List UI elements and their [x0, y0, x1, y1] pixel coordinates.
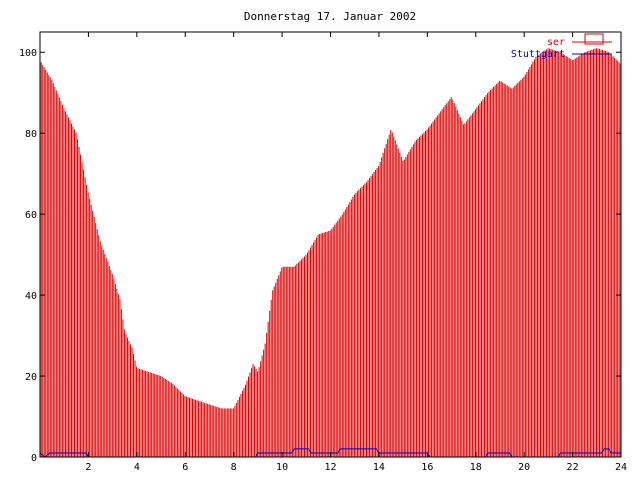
x-tick-label: 14 — [373, 462, 385, 473]
y-tick-label: 100 — [19, 48, 37, 59]
x-tick-label: 20 — [518, 462, 530, 473]
x-tick-label: 8 — [231, 462, 237, 473]
y-tick-label: 0 — [31, 453, 37, 464]
x-tick-label: 18 — [470, 462, 482, 473]
x-tick-label: 4 — [134, 462, 140, 473]
y-tick-label: 20 — [25, 372, 37, 383]
y-tick-label: 40 — [25, 291, 37, 302]
y-tick-label: 60 — [25, 210, 37, 221]
x-tick-label: 12 — [324, 462, 336, 473]
x-tick-label: 16 — [421, 462, 433, 473]
x-tick-label: 2 — [85, 462, 91, 473]
legend-entry-stuttgart: Stuttgart — [511, 49, 565, 60]
impulse-series-group — [40, 48, 622, 457]
x-tick-label: 6 — [182, 462, 188, 473]
chart-title: Donnerstag 17. Januar 2002 — [244, 10, 416, 23]
legend-entry-ser: ser — [547, 37, 565, 48]
y-tick-label: 80 — [25, 129, 37, 140]
legend-swatch-ser-box — [584, 33, 604, 45]
x-tick-label: 22 — [567, 462, 579, 473]
x-tick-label: 24 — [615, 462, 627, 473]
x-tick-label: 10 — [276, 462, 288, 473]
